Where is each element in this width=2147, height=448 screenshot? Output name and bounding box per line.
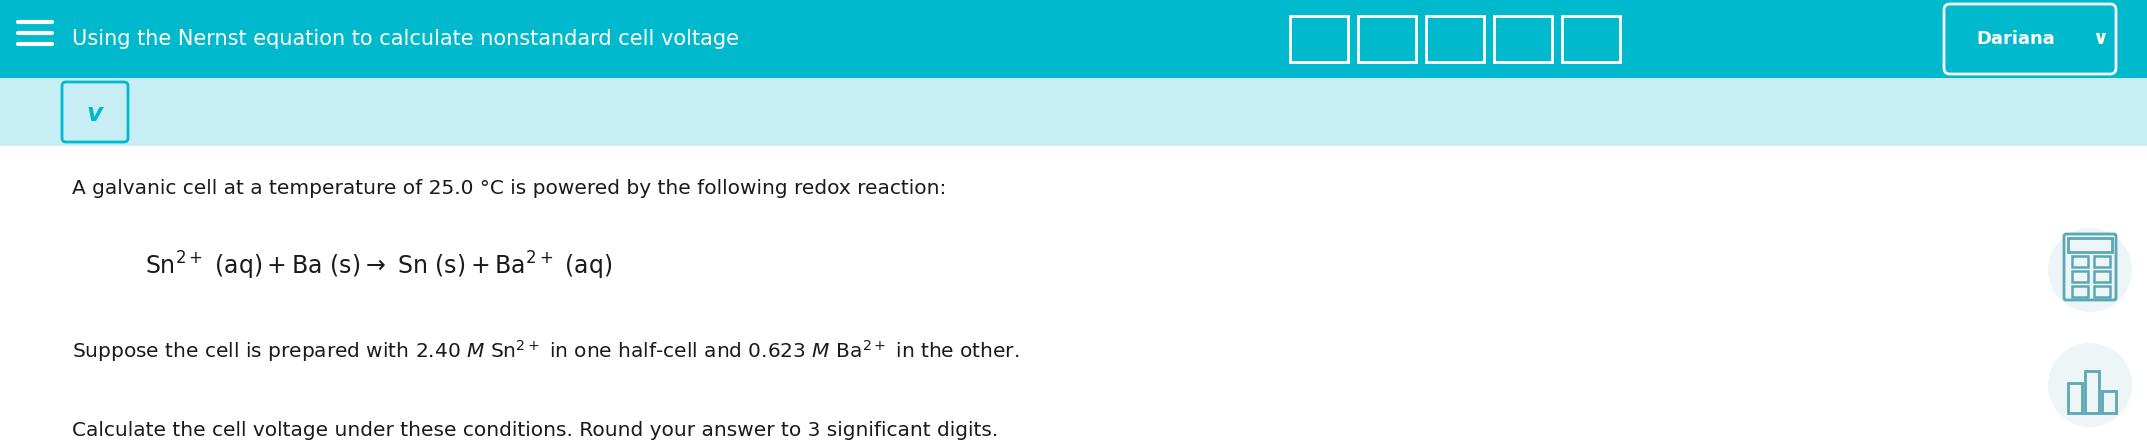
Text: Dariana: Dariana: [1977, 30, 2055, 48]
Text: $\mathregular{Sn}^{2+}$$\mathregular{\ (aq) + Ba\ (s) \rightarrow \ Sn\ (s) + Ba: $\mathregular{Sn}^{2+}$$\mathregular{\ (…: [146, 250, 612, 282]
FancyBboxPatch shape: [0, 78, 2147, 146]
Circle shape: [2048, 228, 2132, 312]
Text: A galvanic cell at a temperature of 25.0 °C is powered by the following redox re: A galvanic cell at a temperature of 25.0…: [73, 178, 947, 198]
Text: v: v: [86, 102, 103, 126]
Text: Using the Nernst equation to calculate nonstandard cell voltage: Using the Nernst equation to calculate n…: [73, 29, 739, 49]
Text: Calculate the cell voltage under these conditions. Round your answer to 3 signif: Calculate the cell voltage under these c…: [73, 422, 998, 440]
Text: Suppose the cell is prepared with 2.40 $M\ \mathregular{Sn}^{2+}$ in one half-ce: Suppose the cell is prepared with 2.40 $…: [73, 338, 1020, 364]
Text: ∨: ∨: [2091, 30, 2108, 48]
Circle shape: [2048, 343, 2132, 427]
FancyBboxPatch shape: [62, 82, 129, 142]
FancyBboxPatch shape: [0, 0, 2147, 78]
